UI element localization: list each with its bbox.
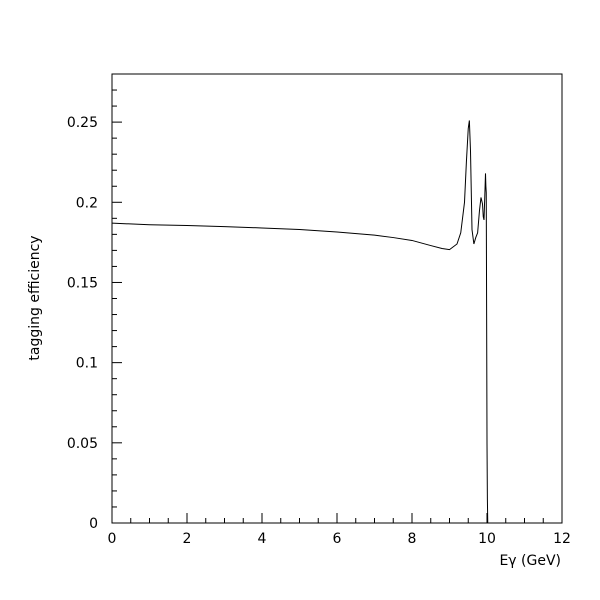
plot-frame (111, 73, 563, 524)
y-tick-label: 0.2 (76, 195, 98, 211)
tick-labels: 0 2 4 6 8 10 12 0 0.05 0.1 0.15 0.2 0.25 (67, 115, 571, 547)
y-tick-label: 0.05 (67, 436, 98, 452)
y-tick-label: 0.15 (67, 275, 98, 291)
x-tick-label: 4 (258, 531, 267, 547)
x-tick-label: 8 (408, 531, 417, 547)
series-layer (111, 120, 489, 524)
x-tick-label: 6 (333, 531, 342, 547)
y-tick-label: 0.1 (76, 356, 98, 372)
x-tick-label: 10 (478, 531, 496, 547)
y-axis-title: tagging efficiency (27, 235, 43, 360)
x-tick-label: 12 (553, 531, 571, 547)
axis-ticks (111, 73, 563, 524)
y-tick-label: 0.25 (67, 115, 98, 131)
x-tick-label: 0 (108, 531, 117, 547)
x-tick-label: 2 (183, 531, 192, 547)
y-tick-label: 0 (89, 516, 98, 532)
efficiency-curve (111, 120, 489, 524)
x-axis-title: Eγ (GeV) (499, 553, 561, 569)
